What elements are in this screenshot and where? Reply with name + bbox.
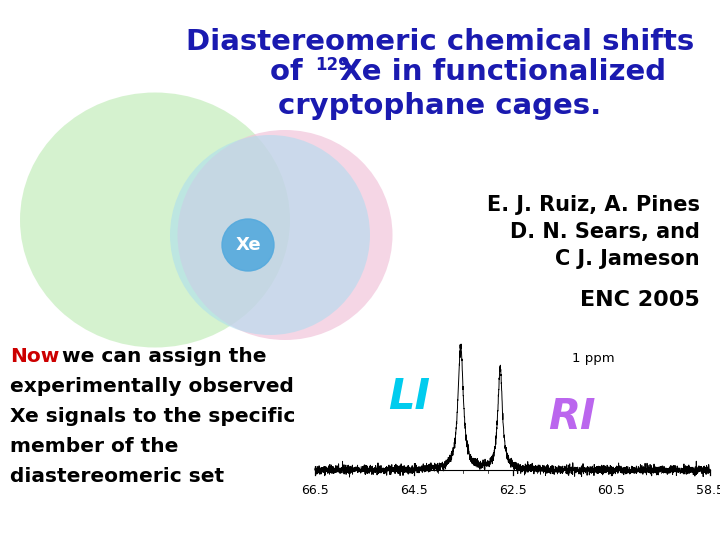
Ellipse shape [178, 130, 392, 340]
Text: Xe: Xe [235, 236, 261, 254]
Circle shape [222, 219, 274, 271]
Text: member of the: member of the [10, 437, 179, 456]
Text: Diastereomeric chemical shifts: Diastereomeric chemical shifts [186, 28, 694, 56]
Text: 60.5: 60.5 [598, 484, 625, 497]
Text: ENC 2005: ENC 2005 [580, 290, 700, 310]
Ellipse shape [20, 92, 290, 348]
Text: experimentally observed: experimentally observed [10, 377, 294, 396]
Text: we can assign the: we can assign the [62, 347, 266, 366]
Text: 62.5: 62.5 [499, 484, 526, 497]
Text: C J. Jameson: C J. Jameson [555, 249, 700, 269]
Text: 66.5: 66.5 [301, 484, 329, 497]
Text: RI: RI [548, 396, 595, 438]
Text: 1 ppm: 1 ppm [572, 352, 614, 365]
Text: diastereomeric set: diastereomeric set [10, 467, 224, 486]
Text: D. N. Sears, and: D. N. Sears, and [510, 222, 700, 242]
Text: cryptophane cages.: cryptophane cages. [279, 92, 602, 120]
Ellipse shape [170, 135, 370, 335]
Text: 64.5: 64.5 [400, 484, 428, 497]
Text: Xe in functionalized: Xe in functionalized [340, 58, 666, 86]
Text: LI: LI [388, 376, 430, 418]
Text: E. J. Ruiz, A. Pines: E. J. Ruiz, A. Pines [487, 195, 700, 215]
Text: Xe signals to the specific: Xe signals to the specific [10, 407, 295, 426]
Text: 58.5: 58.5 [696, 484, 720, 497]
Text: of: of [270, 58, 313, 86]
Text: 129: 129 [315, 56, 350, 74]
Text: Now: Now [10, 347, 59, 366]
